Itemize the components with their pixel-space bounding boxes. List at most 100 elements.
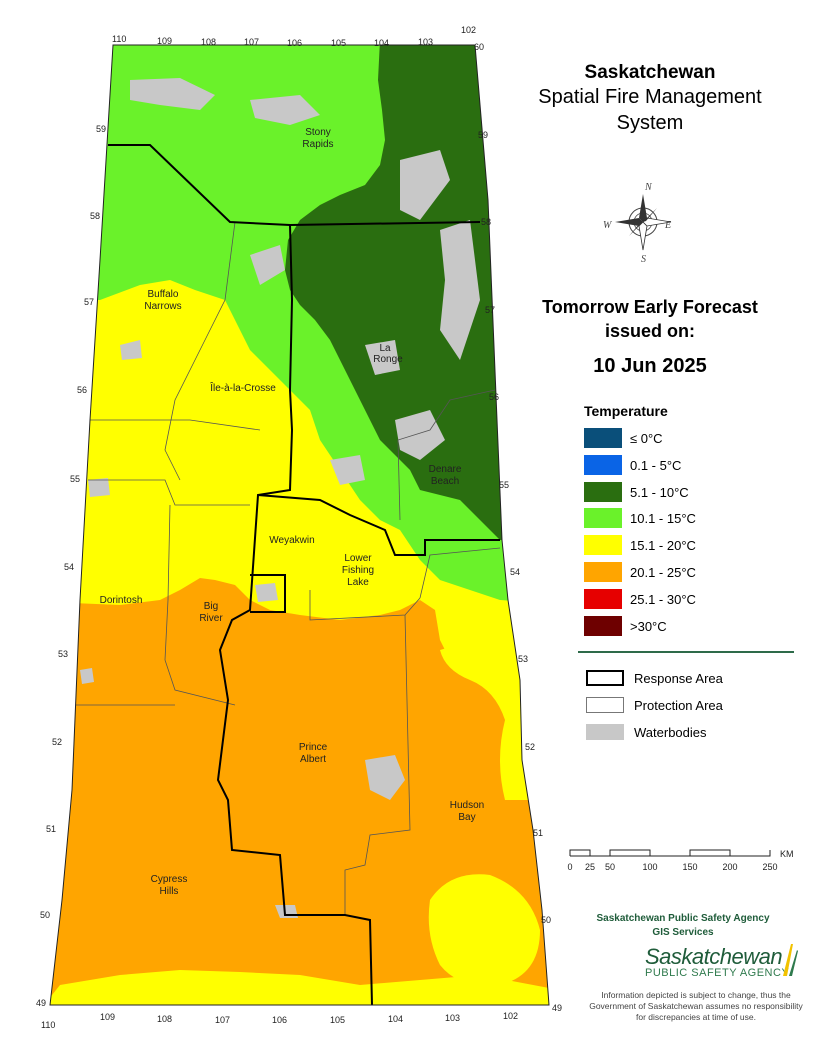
place-la-ronge: Ronge — [373, 354, 403, 365]
place-lower-fishing-lake: Lower — [344, 553, 372, 564]
scale-unit: KM — [780, 849, 794, 859]
legend-swatch — [584, 454, 622, 475]
title-line-3: System — [616, 112, 684, 134]
svg-text:N: N — [644, 182, 653, 193]
lon-top-label: 108 — [201, 37, 216, 47]
legend-swatch — [584, 428, 622, 448]
place-big-river: Big — [204, 601, 218, 612]
agency-line-1: Saskatchewan Public Safety Agency — [596, 913, 770, 924]
place-lower-fishing-lake: Fishing — [342, 565, 374, 576]
lon-top-label: 106 — [287, 38, 302, 48]
lat-label: 57 — [485, 305, 495, 315]
zone-yellow-se — [428, 874, 540, 986]
place-lower-fishing-lake: Lake — [347, 577, 369, 588]
lat-label: 54 — [64, 562, 74, 572]
lat-label: 56 — [77, 385, 87, 395]
lat-label: 58 — [481, 217, 491, 227]
lon-bottom-label: 103 — [445, 1013, 460, 1023]
lon-top-label: 110 — [112, 34, 126, 44]
legend-label: 10.1 - 15°C — [630, 511, 696, 527]
scale-tick: 100 — [642, 862, 657, 872]
wheat-logo-icon — [783, 944, 798, 976]
graticule-labels: 110 109 108 107 106 105 104 103 102 110 … — [36, 25, 562, 1030]
lon-top-label: 102 — [461, 25, 476, 35]
agency-line-2: GIS Services — [652, 927, 714, 938]
lon-top-label: 107 — [244, 37, 259, 47]
place-hudson-bay: Bay — [458, 812, 475, 823]
place-stony-rapids: Rapids — [302, 139, 333, 150]
scale-bar: 0 25 50 100 150 200 250 KM — [567, 849, 794, 872]
lon-top-label: 105 — [331, 38, 346, 48]
waterbodies — [80, 78, 480, 918]
lon-bottom-label: 108 — [157, 1014, 172, 1024]
place-labels: Stony Rapids Buffalo Narrows La Ronge Îl… — [100, 127, 485, 897]
title-line-1: Saskatchewan — [584, 62, 716, 83]
lat-label: 53 — [58, 649, 68, 659]
lat-label: 52 — [525, 742, 535, 752]
legend-swatch — [584, 562, 622, 582]
lat-label: 49 — [36, 998, 46, 1008]
scale-tick: 0 — [567, 862, 572, 872]
lon-bottom-label: 110 — [41, 1020, 55, 1030]
legend-label: 25.1 - 30°C — [630, 591, 696, 607]
lon-bottom-label: 109 — [100, 1012, 115, 1022]
lon-bottom-label: 105 — [330, 1015, 345, 1025]
forecast-line-1: Tomorrow Early Forecast — [542, 297, 758, 317]
lat-label: 51 — [46, 824, 56, 834]
place-la-ronge: La — [379, 343, 391, 354]
svg-text:W: W — [603, 220, 613, 231]
title-line-2: Spatial Fire Management — [538, 86, 762, 108]
lon-bottom-label: 107 — [215, 1015, 230, 1025]
lon-bottom-label: 104 — [388, 1014, 403, 1024]
place-stony-rapids: Stony — [305, 127, 331, 138]
agency-logo: Saskatchewan PUBLIC SAFETY AGENCY — [645, 944, 805, 979]
logo-subtitle: PUBLIC SAFETY AGENCY — [645, 967, 790, 979]
forecast-heading: Tomorrow Early Forecast issued on: — [500, 295, 800, 343]
lon-bottom-label: 106 — [272, 1015, 287, 1025]
place-buffalo-narrows: Narrows — [144, 301, 181, 312]
place-big-river: River — [199, 613, 223, 624]
scale-tick: 25 — [585, 862, 595, 872]
legend-label: >30°C — [630, 618, 667, 634]
protection-area-swatch — [586, 697, 624, 713]
place-dorintosh: Dorintosh — [100, 595, 143, 606]
lat-label: 59 — [478, 130, 488, 140]
place-prince-albert: Prince — [299, 742, 328, 753]
legend-swatch — [584, 535, 622, 556]
place-hudson-bay: Hudson — [450, 800, 484, 811]
legend-swatch — [584, 588, 622, 609]
scale-tick: 250 — [762, 862, 777, 872]
place-cypress-hills: Cypress — [151, 874, 188, 885]
province-outline — [49, 44, 550, 1006]
legend-divider — [578, 651, 794, 653]
agency-credit: Saskatchewan Public Safety Agency GIS Se… — [568, 912, 798, 940]
response-area-label: Response Area — [634, 671, 723, 686]
legend-label: 15.1 - 20°C — [630, 538, 696, 554]
place-denare-beach: Beach — [431, 476, 459, 487]
protection-area-label: Protection Area — [634, 698, 723, 713]
lat-label: 49 — [552, 1003, 562, 1013]
zone-yellow-s — [50, 970, 549, 1005]
legend-swatch — [584, 615, 622, 636]
lon-top-label: 109 — [157, 36, 172, 46]
lon-top-label: 103 — [418, 37, 433, 47]
scale-tick: 150 — [682, 862, 697, 872]
lat-label: 59 — [96, 124, 106, 134]
scale-tick: 50 — [605, 862, 615, 872]
lat-label: 52 — [52, 737, 62, 747]
response-area-swatch — [586, 670, 624, 686]
svg-text:S: S — [641, 254, 646, 265]
forecast-line-2: issued on: — [604, 321, 695, 341]
legend-label: ≤ 0°C — [630, 431, 663, 446]
protection-area-lines — [70, 221, 501, 915]
place-weyakwin: Weyakwin — [269, 535, 314, 546]
legend-title: Temperature — [584, 403, 668, 419]
forecast-date: 10 Jun 2025 — [593, 355, 707, 377]
waterbodies-label: Waterbodies — [634, 725, 707, 740]
lat-label: 57 — [84, 297, 94, 307]
waterbodies-swatch — [586, 724, 624, 740]
lat-label: 58 — [90, 211, 100, 221]
disclaimer: Information depicted is subject to chang… — [589, 990, 803, 1022]
logo-wordmark: Saskatchewan — [645, 944, 783, 969]
